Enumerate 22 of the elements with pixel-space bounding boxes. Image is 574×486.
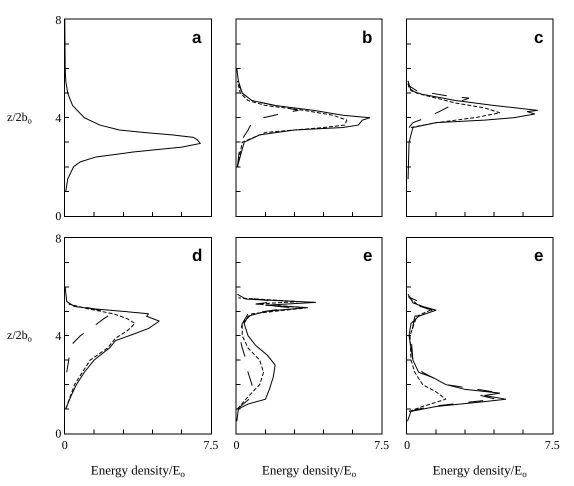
x-tick-label: 7.5 bbox=[544, 438, 560, 452]
y-tick-label: 8 bbox=[55, 231, 62, 246]
text: d bbox=[192, 246, 202, 265]
text: e bbox=[534, 246, 544, 265]
y-tick-label: 4 bbox=[55, 110, 62, 125]
x-tick-label: 7.5 bbox=[203, 438, 218, 452]
text: e bbox=[363, 246, 372, 265]
y-axis-title: z/2b$_{o}$ bbox=[7, 328, 32, 344]
y-tick-label: 0 bbox=[55, 209, 62, 224]
x-axis-title: Energy density/E$_{o}$ bbox=[262, 462, 357, 480]
y-tick-label: 0 bbox=[55, 426, 62, 441]
text: a bbox=[192, 28, 202, 47]
x-axis-title: Energy density/E$_{o}$ bbox=[432, 462, 528, 480]
y-tick-label: 8 bbox=[55, 12, 62, 27]
x-tick-label: 7.5 bbox=[374, 438, 390, 452]
text: c bbox=[534, 28, 544, 47]
x-tick-label: 0 bbox=[233, 438, 240, 452]
y-tick-label: 4 bbox=[55, 328, 62, 343]
y-axis-title: z/2b$_{o}$ bbox=[7, 110, 32, 126]
text: b bbox=[362, 28, 372, 47]
x-tick-label: 0 bbox=[404, 438, 410, 452]
x-axis-title: Energy density/E$_{o}$ bbox=[90, 462, 186, 480]
